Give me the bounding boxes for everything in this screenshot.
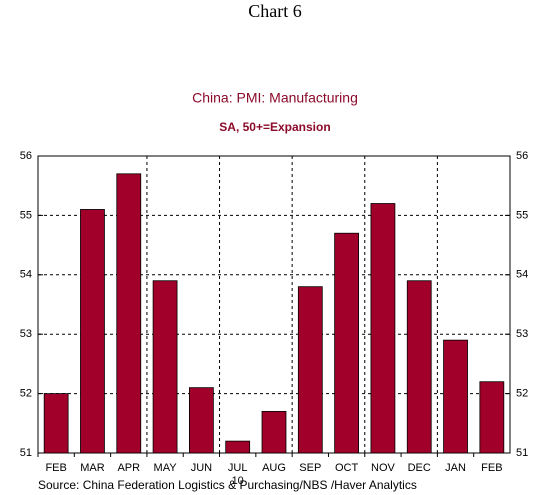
x-tick-label: MAY [154,462,178,474]
bar [370,203,396,454]
x-tick-label: SEP [299,462,321,474]
year-label: 10 [232,475,244,487]
y2-tick-label: 51 [516,447,528,459]
chart-subtitle: SA, 50+=Expansion [219,120,330,134]
bar [80,209,105,454]
chart-header: Chart 6 [248,1,302,21]
plot-frame [37,155,511,454]
source-note: Source: China Federation Logistics & Pur… [38,478,417,492]
x-tick-label: FEB [45,462,66,474]
bar [189,387,214,454]
y2-tick-label: 52 [516,388,528,400]
x-tick-label: OCT [335,462,359,474]
bar [261,411,287,454]
y2-tick-label: 54 [516,269,528,281]
bar [116,173,142,454]
bar [443,339,468,454]
x-tick-label: DEC [408,462,431,474]
bar [152,280,178,454]
y-tick-label: 55 [20,209,32,221]
bar [334,232,359,454]
x-tick-label: AUG [262,462,286,474]
y-tick-label: 56 [20,150,32,162]
x-tick-label: MAR [80,462,105,474]
chart-title: China: PMI: Manufacturing [192,90,358,106]
y-tick-label: 51 [20,447,32,459]
x-tick-label: APR [117,462,140,474]
x-tick-label: JUL [228,462,248,474]
y2-tick-label: 56 [516,150,528,162]
x-tick-label: JUN [191,462,212,474]
bar [406,280,432,454]
bar [43,393,69,454]
x-tick-label: JAN [445,462,466,474]
bar [297,286,323,454]
bar [479,381,505,454]
y-tick-label: 54 [20,269,32,281]
y-tick-label: 52 [20,388,32,400]
x-tick-label: NOV [371,462,396,474]
x-tick-label: FEB [481,462,502,474]
y2-tick-label: 53 [516,328,528,340]
bar [225,440,251,454]
y2-tick-label: 55 [516,209,528,221]
y-tick-label: 53 [20,328,32,340]
